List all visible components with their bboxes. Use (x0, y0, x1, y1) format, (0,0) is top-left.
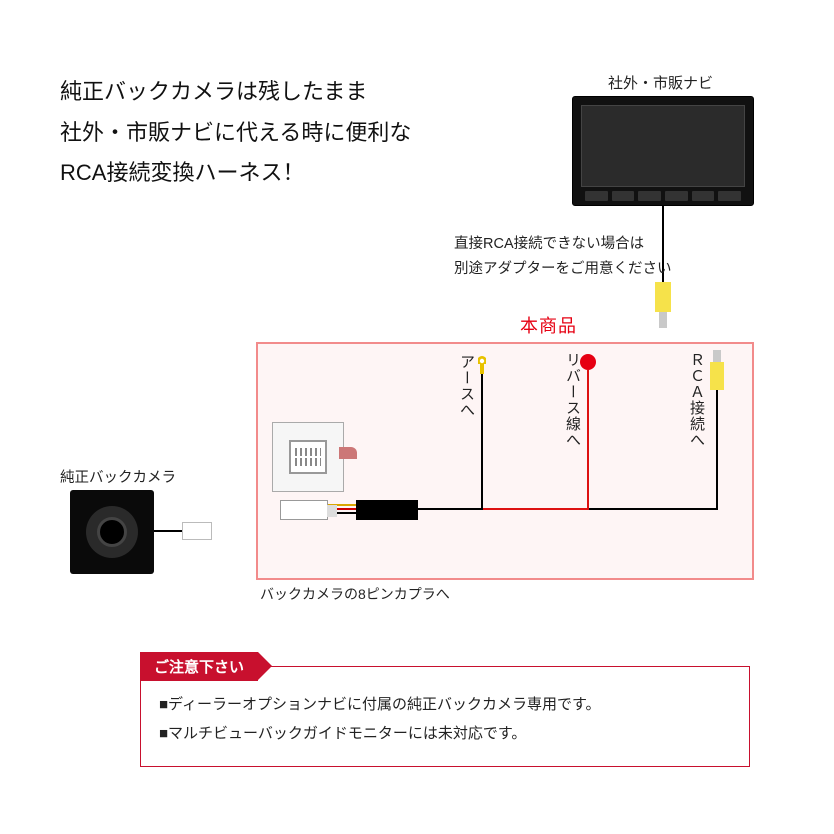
wire-reverse (587, 370, 589, 508)
caution-line-2: ■マルチビューバックガイドモニターには未対応です。 (159, 720, 731, 749)
caution-box: ■ディーラーオプションナビに付属の純正バックカメラ専用です。 ■マルチビューバッ… (140, 666, 750, 767)
nav-screen (581, 105, 745, 187)
caution-tag: ご注意下さい (140, 652, 258, 681)
camera-plug (182, 522, 212, 540)
camera-graphic (70, 490, 154, 574)
headline-text: 純正バックカメラは残したまま 社外・市販ナビに代える時に便利な RCA接続変換ハ… (60, 72, 411, 194)
rca-note-line-2: 別途アダプターをご用意ください (454, 257, 672, 282)
headline-line-2: 社外・市販ナビに代える時に便利な (60, 113, 411, 154)
nav-label: 社外・市販ナビ (608, 72, 713, 93)
camera-label: 純正バックカメラ (60, 466, 176, 487)
headline-line-1: 純正バックカメラは残したまま (60, 72, 411, 113)
hwire-earth (418, 508, 483, 510)
connector-photo (272, 422, 344, 492)
product-title: 本商品 (520, 312, 577, 338)
label-reverse: リバース線へ (562, 352, 583, 448)
harness-body (356, 500, 418, 520)
rca-plug-nav-side (650, 282, 676, 328)
harness-white-plug (280, 500, 328, 520)
reverse-terminal-icon (580, 354, 596, 370)
rca-note: 直接RCA接続できない場合は 別途アダプターをご用意ください (454, 232, 672, 281)
camera-cable (154, 530, 182, 532)
label-rca: ＲＣＡ接続へ (686, 352, 707, 448)
nav-unit-graphic (572, 96, 754, 206)
nav-buttons (585, 191, 741, 201)
caution-line-1: ■ディーラーオプションナビに付属の純正バックカメラ専用です。 (159, 691, 731, 720)
headline-line-3: RCA接続変換ハーネス！ (60, 153, 411, 194)
rca-note-line-1: 直接RCA接続できない場合は (454, 232, 672, 257)
caption-8pin: バックカメラの8ピンカプラへ (260, 584, 450, 604)
wire-earth (481, 374, 483, 508)
rca-plug-harness-side (706, 350, 728, 390)
earth-terminal-icon (474, 356, 490, 374)
wire-rca (716, 390, 718, 508)
